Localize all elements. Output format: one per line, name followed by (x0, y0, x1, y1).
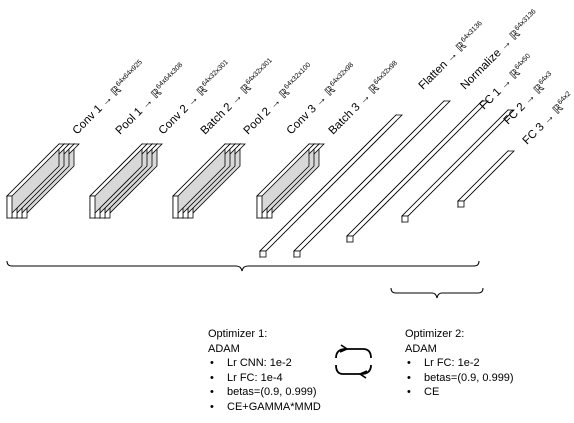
optimizer-1-item: betas=(0.9, 0.999) (208, 385, 321, 400)
optimizer-1-item: Lr FC: 1e-4 (208, 371, 321, 386)
optimizer-2-item: betas=(0.9, 0.999) (405, 371, 514, 386)
optimizer-2-name: ADAM (405, 342, 437, 355)
fc-brace (390, 287, 484, 299)
cnn-brace (6, 260, 480, 272)
layer-label: Conv 1 → ℝ64x64x925 (70, 59, 148, 137)
optimizer-1-title: Optimizer 1: (208, 328, 268, 340)
layer-label: Batch 2 → ℝ64x32x301 (198, 57, 278, 137)
optimizer-2-title: Optimizer 2: (405, 328, 465, 340)
conv-slab (6, 143, 65, 219)
layer-label: Conv 2 → ℝ64x32x301 (156, 59, 234, 137)
optimizer-1-name: ADAM (208, 342, 240, 355)
optimizer-2-item: Lr FC: 1e-2 (405, 356, 514, 371)
conv-slab (89, 143, 148, 219)
conv-slab (256, 143, 315, 219)
fc-bar (457, 150, 515, 208)
cycle-arrows-icon (335, 344, 372, 379)
conv-slab (172, 143, 231, 219)
fc-bars (259, 100, 515, 258)
optimizer-1-item: CE+GAMMA*MMD (208, 400, 321, 415)
fc-bar (346, 100, 489, 243)
fc-bar (401, 109, 515, 223)
layer-label: Normalize → ℝ64x3136 (458, 8, 542, 92)
optimizer-2-panel: Optimizer 2: ADAM Lr FC: 1e-2 betas=(0.9… (405, 327, 514, 400)
fc-bar (259, 114, 403, 258)
conv-blocks (6, 143, 325, 219)
optimizer-1-item: Lr CNN: 1e-2 (208, 356, 321, 371)
optimizer-2-item: CE (405, 385, 514, 400)
optimizer-1-panel: Optimizer 1: ADAM Lr CNN: 1e-2 Lr FC: 1e… (208, 327, 321, 415)
fc-bar (293, 100, 451, 258)
